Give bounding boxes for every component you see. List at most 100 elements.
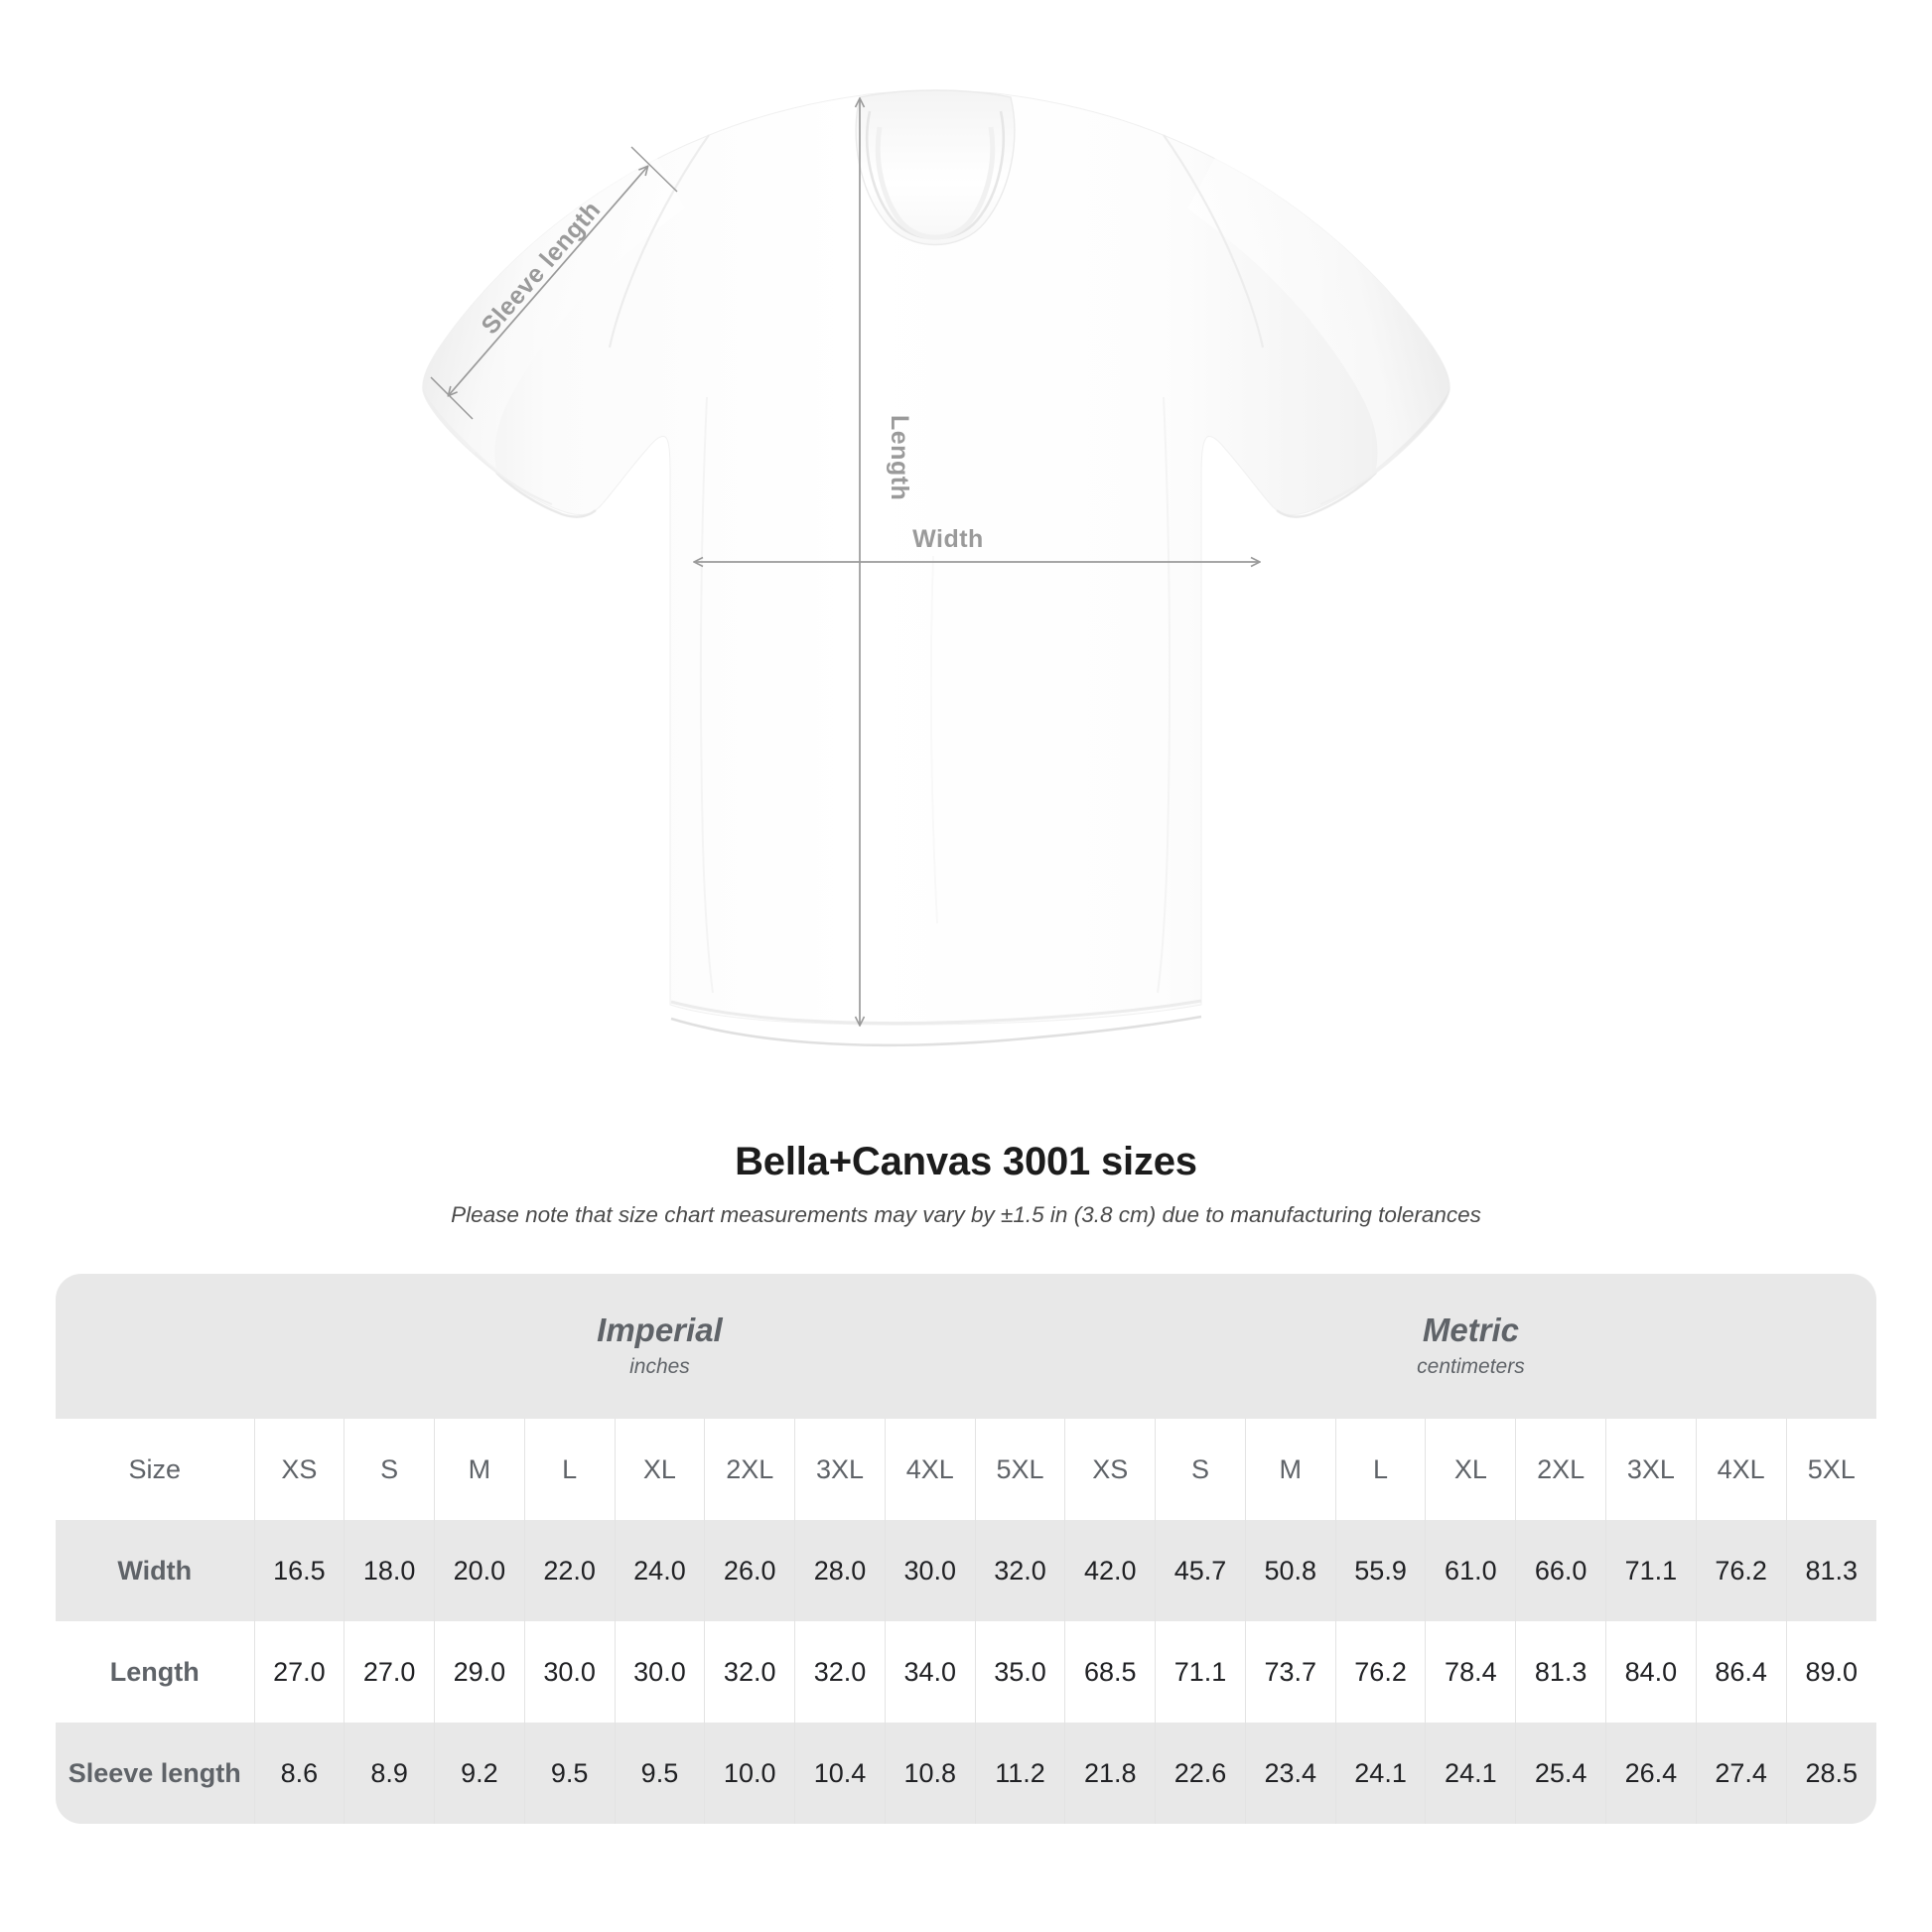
size-col-metric-s: S (1155, 1419, 1246, 1520)
table-row: Length 27.0 27.0 29.0 30.0 30.0 32.0 32.… (56, 1621, 1876, 1723)
size-col-metric-3xl: 3XL (1604, 1419, 1697, 1520)
row-label-length: Length (56, 1621, 254, 1723)
unit-banner-row: Imperial inches Metric centimeters (56, 1274, 1876, 1419)
cell-width-metric-3xl: 71.1 (1604, 1520, 1697, 1621)
cell-width-metric-l: 55.9 (1334, 1520, 1426, 1621)
cell-sleeve-metric-3xl: 26.4 (1604, 1723, 1697, 1824)
cell-sleeve-metric-2xl: 25.4 (1515, 1723, 1606, 1824)
cell-sleeve-metric-s: 22.6 (1155, 1723, 1246, 1824)
fabric-fold-left (699, 396, 714, 994)
cell-width-metric-2xl: 66.0 (1515, 1520, 1606, 1621)
cell-length-imperial-m: 29.0 (434, 1621, 525, 1723)
size-col-imperial-4xl: 4XL (884, 1419, 976, 1520)
size-col-imperial-5xl: 5XL (974, 1419, 1065, 1520)
cell-sleeve-metric-5xl: 28.5 (1785, 1723, 1876, 1824)
size-col-imperial-3xl: 3XL (794, 1419, 886, 1520)
sleeve-length-arrow (449, 167, 647, 395)
shoulder-seam-right (1163, 134, 1265, 348)
size-col-metric-l: L (1334, 1419, 1426, 1520)
size-col-metric-2xl: 2XL (1515, 1419, 1606, 1520)
size-col-imperial-xl: XL (614, 1419, 705, 1520)
row-label-width: Width (56, 1520, 254, 1621)
cell-sleeve-imperial-2xl: 10.0 (704, 1723, 795, 1824)
cell-sleeve-imperial-l: 9.5 (523, 1723, 616, 1824)
cell-length-metric-2xl: 81.3 (1515, 1621, 1606, 1723)
cell-sleeve-imperial-xl: 9.5 (614, 1723, 705, 1824)
cell-length-imperial-4xl: 34.0 (884, 1621, 976, 1723)
cell-length-imperial-2xl: 32.0 (704, 1621, 795, 1723)
cell-width-metric-xs: 42.0 (1064, 1520, 1156, 1621)
sleeve-right-shade (1187, 158, 1449, 469)
cell-width-metric-s: 45.7 (1155, 1520, 1246, 1621)
bottom-hem-edge (670, 1015, 1202, 1047)
cell-length-metric-xl: 78.4 (1425, 1621, 1516, 1723)
cell-sleeve-imperial-4xl: 10.8 (884, 1723, 976, 1824)
tshirt-measurement-diagram: Sleeve length Length Width (422, 89, 1450, 1047)
collar-neck-shadow (875, 126, 996, 240)
cell-width-imperial-s: 18.0 (344, 1520, 435, 1621)
cell-sleeve-metric-m: 23.4 (1244, 1723, 1336, 1824)
cell-sleeve-imperial-s: 8.9 (344, 1723, 435, 1824)
cell-width-imperial-m: 20.0 (434, 1520, 525, 1621)
length-label: Length (886, 415, 913, 500)
cell-length-metric-3xl: 84.0 (1604, 1621, 1697, 1723)
size-col-metric-4xl: 4XL (1695, 1419, 1787, 1520)
cell-sleeve-metric-xs: 21.8 (1064, 1723, 1156, 1824)
size-col-metric-xl: XL (1425, 1419, 1516, 1520)
fabric-fold-right (1157, 396, 1172, 994)
cell-sleeve-imperial-5xl: 11.2 (974, 1723, 1065, 1824)
sleeve-length-tick-top (630, 146, 678, 193)
cell-width-imperial-4xl: 30.0 (884, 1520, 976, 1621)
cell-width-imperial-xs: 16.5 (253, 1520, 345, 1621)
cell-sleeve-metric-l: 24.1 (1334, 1723, 1426, 1824)
cell-length-imperial-xl: 30.0 (614, 1621, 705, 1723)
sleeve-length-tick-bottom (430, 376, 474, 420)
cell-sleeve-metric-xl: 24.1 (1425, 1723, 1516, 1824)
cell-width-metric-4xl: 76.2 (1695, 1520, 1787, 1621)
cell-length-metric-s: 71.1 (1155, 1621, 1246, 1723)
chart-heading: Bella+Canvas 3001 sizes Please note that… (0, 1140, 1932, 1228)
cell-length-imperial-3xl: 32.0 (794, 1621, 886, 1723)
bottom-hem (670, 999, 1202, 1026)
cell-length-metric-5xl: 89.0 (1785, 1621, 1876, 1723)
collar-outer (855, 89, 1016, 246)
cell-width-imperial-xl: 24.0 (614, 1520, 705, 1621)
cell-width-metric-5xl: 81.3 (1785, 1520, 1876, 1621)
cell-width-imperial-3xl: 28.0 (794, 1520, 886, 1621)
tolerance-note: Please note that size chart measurements… (451, 1202, 1481, 1227)
cell-sleeve-imperial-3xl: 10.4 (794, 1723, 886, 1824)
size-col-imperial-2xl: 2XL (704, 1419, 795, 1520)
fabric-fold-center (929, 555, 938, 924)
cell-length-metric-m: 73.7 (1244, 1621, 1336, 1723)
sleeve-cuff-left (474, 452, 553, 505)
unit-banner-spacer (56, 1274, 254, 1419)
size-col-imperial-l: L (523, 1419, 616, 1520)
cell-sleeve-imperial-m: 9.2 (434, 1723, 525, 1824)
row-label-sleeve-length: Sleeve length (56, 1723, 254, 1824)
size-chart-table-container: Imperial inches Metric centimeters Size … (56, 1274, 1876, 1824)
cell-length-imperial-xs: 27.0 (253, 1621, 345, 1723)
size-col-imperial-m: M (434, 1419, 525, 1520)
unit-group-metric: Metric centimeters (1064, 1274, 1876, 1419)
sleeve-cuff-right (1319, 452, 1399, 505)
size-col-metric-m: M (1244, 1419, 1336, 1520)
cell-sleeve-imperial-xs: 8.6 (253, 1723, 345, 1824)
page-title: Bella+Canvas 3001 sizes (735, 1140, 1197, 1183)
cell-length-metric-xs: 68.5 (1064, 1621, 1156, 1723)
unit-imperial-name: Imperial (597, 1311, 723, 1349)
size-col-imperial-xs: XS (253, 1419, 345, 1520)
sleeve-hem-left (495, 472, 597, 518)
table-row: Width 16.5 18.0 20.0 22.0 24.0 26.0 28.0… (56, 1520, 1876, 1621)
size-col-metric-xs: XS (1064, 1419, 1156, 1520)
cell-width-imperial-l: 22.0 (523, 1520, 616, 1621)
width-label: Width (912, 525, 984, 553)
cell-sleeve-metric-4xl: 27.4 (1695, 1723, 1787, 1824)
cell-length-imperial-l: 30.0 (523, 1621, 616, 1723)
cell-width-metric-xl: 61.0 (1425, 1520, 1516, 1621)
size-header-row: Size XS S M L XL 2XL 3XL 4XL 5XL XS S M … (56, 1419, 1876, 1520)
cell-width-imperial-2xl: 26.0 (704, 1520, 795, 1621)
unit-metric-name: Metric (1422, 1311, 1520, 1349)
size-header-label: Size (56, 1419, 254, 1520)
unit-metric-sub: centimeters (1417, 1354, 1525, 1378)
table-row: Sleeve length 8.6 8.9 9.2 9.5 9.5 10.0 1… (56, 1723, 1876, 1824)
